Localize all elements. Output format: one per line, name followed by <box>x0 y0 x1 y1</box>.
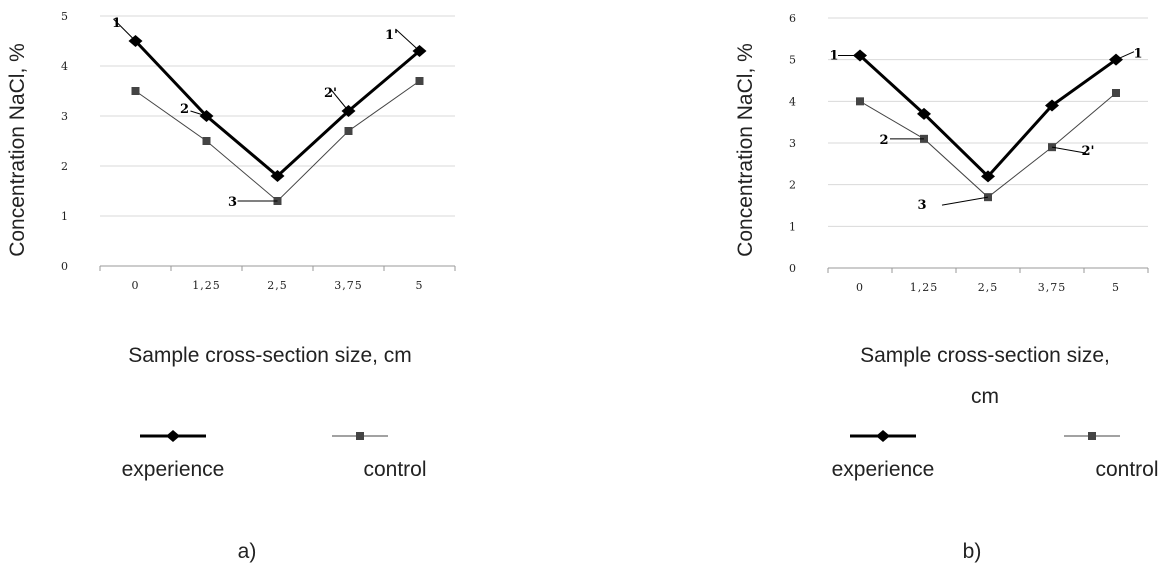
data-point-control <box>344 127 353 135</box>
panel-label: b) <box>963 540 982 563</box>
annotation-leader <box>1051 146 1087 154</box>
annotation-label: 1' <box>385 28 398 43</box>
annotation-label: 1 <box>112 16 121 31</box>
series-line-experience <box>858 54 1117 179</box>
y-tick-label: 2 <box>789 179 796 192</box>
panel-label: a) <box>238 540 257 563</box>
annotation-leader <box>190 110 207 117</box>
chart-panel-a: 0 1 2 3 4 5 0 1,25 2,5 3,75 5 1 2 3 2' 1' Concentration … <box>6 10 456 563</box>
legend-marker-experience <box>876 430 890 442</box>
data-point-experience <box>1045 99 1059 112</box>
legend-label-control: control <box>1095 458 1158 481</box>
x-tick-label: 2,5 <box>978 281 999 294</box>
x-tick-label: 1,25 <box>192 279 221 292</box>
y-tick-label: 5 <box>789 54 796 67</box>
legend-label-control: control <box>363 458 426 481</box>
legend-label-experience: experience <box>122 458 225 481</box>
y-tick-label: 6 <box>789 12 796 25</box>
x-tick-label: 3,75 <box>334 279 363 292</box>
annotation-label: 3 <box>917 198 926 213</box>
legend-marker-control <box>1088 432 1096 440</box>
series-line-experience <box>134 39 421 178</box>
data-point-experience <box>917 107 931 120</box>
annotation-label: 2' <box>1081 144 1094 159</box>
y-tick-label: 0 <box>61 260 68 273</box>
x-tick-label: 1,25 <box>910 281 939 294</box>
x-axis-title: Sample cross-section size, cm <box>860 344 1110 408</box>
annotation-leader <box>330 88 349 112</box>
series-line-control <box>135 80 420 202</box>
annotation-leader <box>941 196 989 206</box>
chart-panel-b: 0 1 2 3 4 5 6 0 1,25 2,5 3,75 5 1 2 3 2' 1 Concentration … <box>734 12 1159 563</box>
y-tick-label: 2 <box>61 160 68 173</box>
legend-label-experience: experience <box>832 458 935 481</box>
data-point-control <box>1112 89 1120 97</box>
annotation-label: 3 <box>228 195 237 210</box>
annotation-leader <box>1115 51 1135 61</box>
data-point-control <box>856 97 864 106</box>
y-tick-label: 1 <box>789 220 796 233</box>
x-tick-label: 2,5 <box>267 279 288 292</box>
legend: experience control <box>832 430 1159 481</box>
x-axis-title: Sample cross-section size, cm <box>128 344 412 367</box>
y-axis-title: Concentration NaCl, % <box>734 43 757 257</box>
annotation-label: 2' <box>324 86 337 101</box>
data-point-experience <box>981 170 995 183</box>
annotation-leader <box>113 18 136 42</box>
data-point-control <box>415 77 424 85</box>
y-tick-label: 4 <box>789 95 796 108</box>
y-tick-label: 4 <box>61 60 68 73</box>
x-tick-label: 0 <box>856 281 864 294</box>
annotation-label: 2 <box>879 133 888 148</box>
y-tick-label: 5 <box>61 10 68 23</box>
data-point-control <box>202 137 211 145</box>
x-tick-label: 0 <box>132 279 140 292</box>
y-tick-label: 0 <box>789 262 796 275</box>
legend-marker-experience <box>166 430 180 442</box>
y-tick-label: 3 <box>789 137 796 150</box>
x-tick-label: 5 <box>416 279 424 292</box>
data-point-control <box>131 87 140 95</box>
data-point-experience <box>270 170 285 182</box>
x-tick-label: 3,75 <box>1038 281 1067 294</box>
annotation-label: 1 <box>1133 47 1142 62</box>
legend: experience control <box>122 430 427 481</box>
annotation-label: 2 <box>180 102 189 117</box>
legend-marker-control <box>356 432 364 440</box>
y-tick-label: 1 <box>61 210 68 223</box>
y-axis-title: Concentration NaCl, % <box>6 43 29 257</box>
annotation-leader <box>395 28 420 52</box>
x-tick-label: 5 <box>1112 281 1120 294</box>
y-tick-label: 3 <box>61 110 68 123</box>
annotation-label: 1 <box>829 49 838 64</box>
